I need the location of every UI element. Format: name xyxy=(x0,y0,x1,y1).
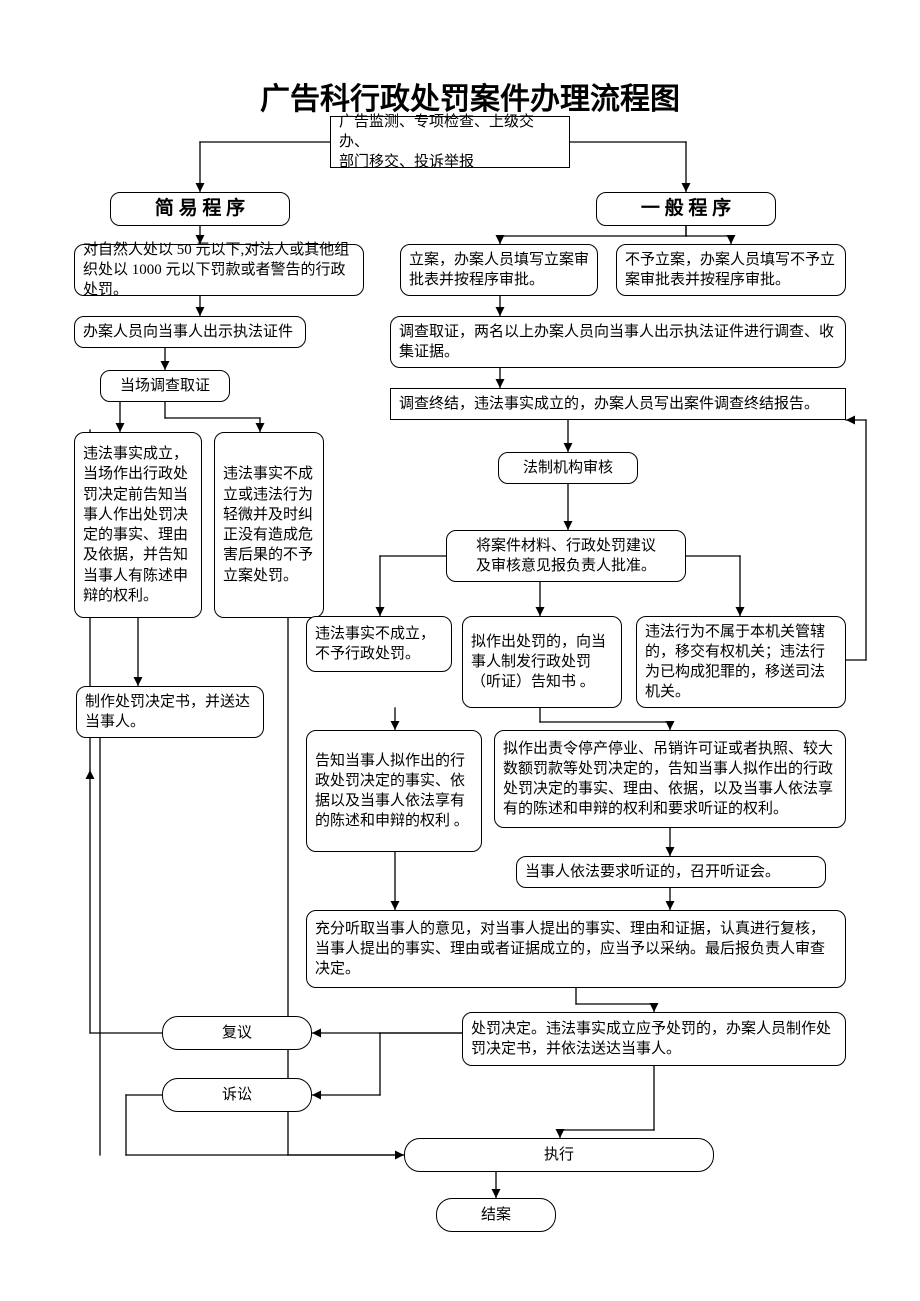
node-n_end: 结案 xyxy=(436,1198,556,1232)
node-n_g1b: 不予立案，办案人员填写不予立案审批表并按程序审批。 xyxy=(616,244,846,296)
node-n_g7c: 当事人依法要求听证的，召开听证会。 xyxy=(516,856,826,888)
node-n_g5: 将案件材料、行政处罚建议 及审核意见报负责人批准。 xyxy=(446,530,686,582)
node-n_s3: 当场调查取证 xyxy=(100,370,230,402)
node-n_g7a: 告知当事人拟作出的行政处罚决定的事实、依据以及当事人依法享有的陈述和申辩的权利 … xyxy=(306,730,482,852)
node-n_exe: 执行 xyxy=(404,1138,714,1172)
node-n_g6c: 违法行为不属于本机关管辖的，移交有权机关；违法行为已构成犯罪的，移送司法机关。 xyxy=(636,616,846,708)
node-n_s5: 制作处罚决定书，并送达当事人。 xyxy=(76,686,264,738)
node-n_g8: 充分听取当事人的意见，对当事人提出的事实、理由和证据，认真进行复核，当事人提出的… xyxy=(306,910,846,988)
node-n_g2: 调查取证，两名以上办案人员向当事人出示执法证件进行调查、收集证据。 xyxy=(390,316,846,368)
node-n_s2: 办案人员向当事人出示执法证件 xyxy=(74,316,306,348)
node-n_simple_h: 简 易 程 序 xyxy=(110,192,290,226)
node-n_g7b: 拟作出责令停产停业、吊销许可证或者执照、较大数额罚款等处罚决定的，告知当事人拟作… xyxy=(494,730,846,828)
node-n_g1: 立案，办案人员填写立案审批表并按程序审批。 xyxy=(400,244,598,296)
node-n_g4: 法制机构审核 xyxy=(498,452,638,484)
flowchart-canvas: 广告科行政处罚案件办理流程图 广告监测、专项检查、上级交办、 部门移交、投诉举报… xyxy=(0,0,920,1301)
node-n_fy: 复议 xyxy=(162,1016,312,1050)
node-n_g3: 调查终结，违法事实成立的，办案人员写出案件调查终结报告。 xyxy=(390,388,846,420)
node-n_g9: 处罚决定。违法事实成立应予处罚的，办案人员制作处罚决定书，并依法送达当事人。 xyxy=(462,1012,846,1066)
node-n_s1: 对自然人处以 50 元以下,对法人或其他组织处以 1000 元以下罚款或者警告的… xyxy=(74,244,364,296)
node-n_g6b: 拟作出处罚的，向当事人制发行政处罚（听证）告知书 。 xyxy=(462,616,622,708)
node-n_g6a: 违法事实不成立，不予行政处罚。 xyxy=(306,616,452,672)
node-n_general_h: 一 般 程 序 xyxy=(596,192,776,226)
node-n_s4a: 违法事实成立，当场作出行政处罚决定前告知当事人作出处罚决定的事实、理由及依据，并… xyxy=(74,432,202,618)
node-n_source: 广告监测、专项检查、上级交办、 部门移交、投诉举报 xyxy=(330,116,570,168)
node-n_ss: 诉讼 xyxy=(162,1078,312,1112)
node-n_s4b: 违法事实不成立或违法行为轻微并及时纠正没有造成危害后果的不予立案处罚。 xyxy=(214,432,324,618)
